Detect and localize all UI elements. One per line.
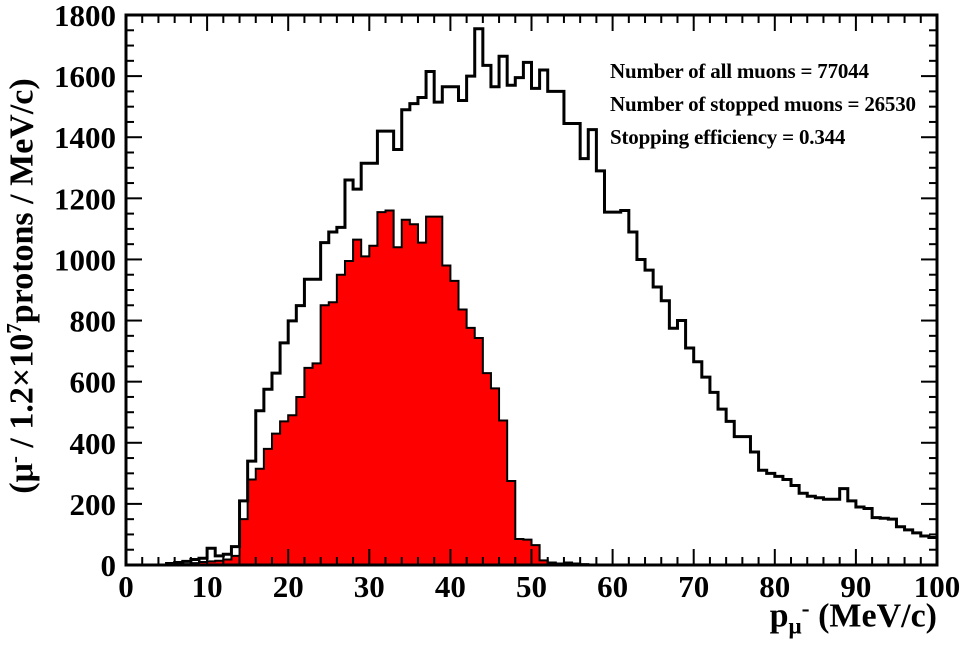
- x-axis-tick-label: 40: [435, 569, 466, 604]
- y-axis-tick-label: 400: [70, 426, 117, 461]
- y-axis-title-part2: / 1.2×10: [3, 333, 41, 457]
- x-axis-title: pμ- (MeV/c): [690, 596, 937, 641]
- y-axis-tick-label: 600: [70, 365, 117, 400]
- x-axis-tick-label: 10: [192, 569, 223, 604]
- x-axis-tick-label: 30: [354, 569, 385, 604]
- x-axis-tick-label: 80: [759, 569, 790, 604]
- x-axis-title-minus-superscript: -: [801, 596, 810, 622]
- x-axis-title-mu-subscript: μ: [788, 613, 802, 640]
- x-axis-title-units: (MeV/c): [809, 597, 937, 635]
- x-axis-tick-label: 100: [914, 569, 961, 604]
- y-axis-title: (μ- / 1.2×107protons / MeV/c): [2, 12, 46, 560]
- y-axis-title-exponent: 7: [2, 323, 26, 334]
- y-axis-title-part3: protons / MeV/c): [3, 78, 41, 324]
- y-axis-tick-label: 800: [70, 304, 117, 339]
- all-muons-histogram: [126, 27, 939, 567]
- x-axis-tick-label: 60: [597, 569, 628, 604]
- y-axis-tick-label: 1800: [54, 0, 116, 33]
- x-axis-tick-label: 0: [118, 569, 134, 604]
- x-axis-tick-label: 90: [840, 569, 871, 604]
- y-axis-tick-label: 1600: [54, 59, 116, 94]
- annotation-all-muons: Number of all muons = 77044: [610, 59, 869, 83]
- y-axis-title-mu-superscript: -: [2, 456, 26, 464]
- annotation-stopping-efficiency: Stopping efficiency = 0.344: [610, 125, 846, 149]
- x-axis-tick-label: 70: [678, 569, 709, 604]
- stopped-muons-histogram: [126, 209, 937, 566]
- y-axis-tick-label: 1400: [54, 120, 116, 155]
- y-axis-title-part1: (μ: [3, 463, 41, 494]
- annotation-stopped-muons: Number of stopped muons = 26530: [610, 92, 916, 116]
- x-axis-tick-label: 50: [516, 569, 547, 604]
- y-axis-tick-label: 1000: [54, 242, 116, 277]
- y-axis-tick-label: 0: [101, 548, 117, 583]
- x-axis-tick-label: 20: [273, 569, 304, 604]
- x-axis-title-p: p: [769, 597, 789, 635]
- y-axis-tick-label: 1200: [54, 181, 116, 216]
- y-axis-tick-label: 200: [70, 487, 117, 522]
